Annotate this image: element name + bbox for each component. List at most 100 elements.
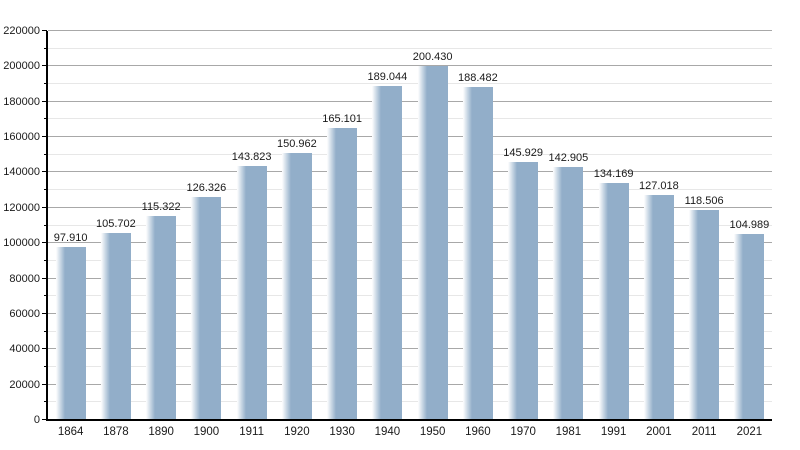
bar-1890 <box>146 216 177 420</box>
x-axis-label-1940: 1940 <box>374 426 401 438</box>
x-axis-label-2001: 2001 <box>646 426 672 438</box>
bar-value-label-1930: 165.101 <box>322 113 362 126</box>
minor-gridline <box>48 118 772 120</box>
y-axis-label-180000: 180000 <box>3 95 40 108</box>
bar-value-label-1911: 143.823 <box>231 150 272 163</box>
bar-value-label-1970: 145.929 <box>503 146 543 159</box>
x-axis-label-1911: 1911 <box>239 426 264 438</box>
bar-value-label-1991: 134.169 <box>593 167 634 180</box>
bar-value-label-1981: 142.905 <box>548 152 589 165</box>
major-gridline <box>48 65 772 67</box>
x-axis-label-1960: 1960 <box>465 426 491 438</box>
major-gridline <box>48 242 772 244</box>
y-axis-tick <box>42 206 47 208</box>
minor-gridline <box>48 330 772 332</box>
x-axis-line <box>46 419 772 421</box>
bar-value-label-1920: 150.962 <box>276 138 317 151</box>
minor-gridline <box>48 189 772 191</box>
x-axis-label-2021: 2021 <box>736 426 763 438</box>
bar-value-label-1890: 115.322 <box>141 201 181 214</box>
bar-1940 <box>372 85 403 420</box>
y-axis-label-140000: 140000 <box>3 166 40 179</box>
x-axis-label-1890: 1890 <box>148 426 174 438</box>
y-axis-tick <box>44 295 47 297</box>
major-gridline <box>48 171 772 173</box>
minor-gridline <box>48 224 772 226</box>
bar-value-label-1864: 97.910 <box>53 231 88 244</box>
y-axis-tick <box>42 348 47 350</box>
bar-value-label-1878: 105.702 <box>95 218 136 231</box>
y-axis-tick <box>42 171 47 173</box>
x-axis-label-1920: 1920 <box>284 426 310 438</box>
bar-1911 <box>236 165 267 420</box>
plot-area: 97.910 105.702 115.322 126.326 143.823 150.96… <box>42 30 772 420</box>
x-axis-label-1930: 1930 <box>329 426 355 438</box>
bar-1864 <box>55 246 86 420</box>
bar-1900 <box>191 196 222 420</box>
y-axis-tick <box>42 383 47 385</box>
y-axis-tick <box>44 153 47 155</box>
major-gridline <box>48 136 772 138</box>
bar-1981 <box>553 167 584 420</box>
y-axis-tick <box>42 312 47 314</box>
bar-2001 <box>643 195 674 420</box>
y-axis-tick <box>44 259 47 261</box>
minor-gridline <box>48 259 772 261</box>
bar-value-label-1960: 188.482 <box>457 71 498 84</box>
major-gridline <box>48 30 772 31</box>
bar-1950 <box>417 65 448 420</box>
major-gridline <box>48 206 772 208</box>
x-axis-label-1970: 1970 <box>510 426 536 438</box>
y-axis-label-220000: 220000 <box>3 25 40 37</box>
y-axis-label-120000: 120000 <box>3 201 40 214</box>
x-axis-label-2011: 2011 <box>691 426 717 438</box>
bar-1920 <box>281 153 312 420</box>
x-axis-label-1991: 1991 <box>600 426 627 438</box>
minor-gridline <box>48 153 772 155</box>
major-gridline <box>48 348 772 350</box>
major-gridline <box>48 312 772 314</box>
y-axis-label-100000: 100000 <box>3 237 40 250</box>
bar-value-label-1950: 200.430 <box>412 50 453 63</box>
y-axis-tick <box>42 242 47 244</box>
y-axis-label-160000: 160000 <box>3 131 40 144</box>
bar-1878 <box>100 233 131 420</box>
x-axis-label-1878: 1878 <box>103 426 129 438</box>
y-axis-tick <box>44 83 47 85</box>
bar-value-label-2001: 127.018 <box>638 180 679 193</box>
major-gridline <box>48 383 772 385</box>
bar-1991 <box>598 182 629 420</box>
y-axis-label-20000: 20000 <box>9 378 40 391</box>
x-axis-label-1864: 1864 <box>57 426 84 438</box>
x-axis-label-1950: 1950 <box>419 426 446 438</box>
minor-gridline <box>48 401 772 403</box>
bar-value-label-2021: 104.989 <box>729 219 770 232</box>
y-axis-tick <box>44 224 47 226</box>
bar-2011 <box>689 210 720 420</box>
y-axis-label-40000: 40000 <box>9 343 40 356</box>
bar-1960 <box>462 86 493 420</box>
y-axis-tick <box>44 401 47 403</box>
bar-1930 <box>327 128 358 420</box>
major-gridline <box>48 100 772 102</box>
bar-value-label-1940: 189.044 <box>367 70 408 83</box>
y-axis-label-0: 0 <box>33 414 40 426</box>
y-axis-line <box>46 31 48 421</box>
x-axis-label-1900: 1900 <box>193 426 220 438</box>
y-axis-tick <box>42 100 47 102</box>
y-axis-label-60000: 60000 <box>9 307 40 320</box>
y-axis-tick <box>42 419 47 420</box>
minor-gridline <box>48 295 772 297</box>
minor-gridline <box>48 365 772 367</box>
major-gridline <box>48 277 772 279</box>
y-axis-tick <box>42 65 47 67</box>
bar-value-label-1900: 126.326 <box>186 181 227 194</box>
bar-1970 <box>508 161 539 420</box>
x-axis-label-1981: 1981 <box>555 426 582 438</box>
bar-value-label-2011: 118.506 <box>684 195 724 208</box>
minor-gridline <box>48 83 772 85</box>
y-axis-label-200000: 200000 <box>3 60 40 73</box>
y-axis-tick <box>44 118 47 120</box>
bar-2021 <box>734 234 765 420</box>
